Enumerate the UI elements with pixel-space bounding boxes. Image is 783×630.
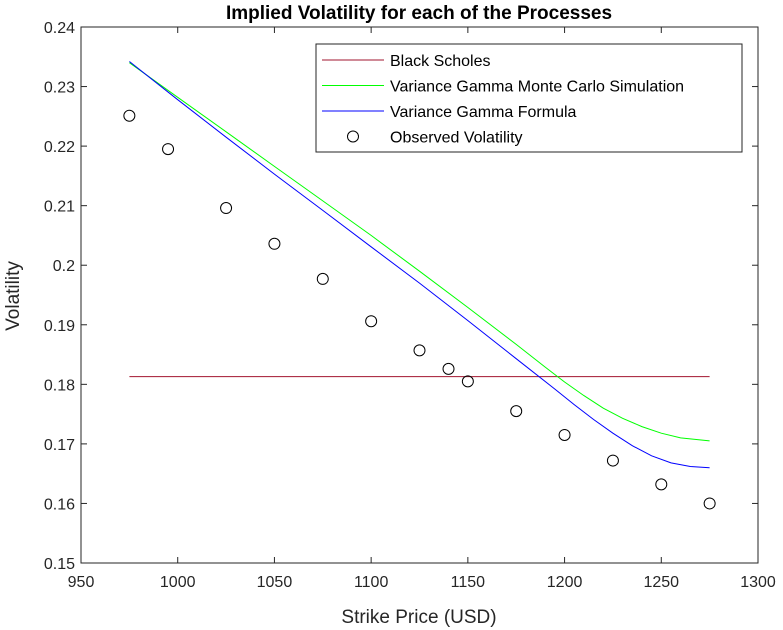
- data-point-observed-volatility: [123, 109, 136, 122]
- legend-label-variance-gamma-monte-carlo-simulation: Variance Gamma Monte Carlo Simulation: [390, 79, 684, 96]
- y-tick-label: 0.17: [44, 437, 75, 454]
- data-point-observed-volatility: [703, 497, 716, 510]
- data-point-observed-volatility: [365, 315, 378, 328]
- y-tick-label: 0.16: [44, 496, 75, 513]
- data-point-observed-volatility: [316, 272, 329, 285]
- data-point-observed-volatility: [268, 237, 281, 250]
- legend-label-observed-volatility: Observed Volatility: [390, 130, 523, 147]
- plot-area: 950 1000 1050 1100 1150 1200 1250 1300 0.15 0.16 0…: [44, 20, 776, 591]
- y-tick-label: 0.22: [44, 139, 75, 156]
- legend-swatch-observed-volatility: [347, 130, 359, 143]
- data-point-observed-volatility: [162, 143, 175, 156]
- x-tick-label: 1250: [643, 574, 679, 591]
- x-tick-label: 1000: [160, 574, 196, 591]
- x-tick-label: 1100: [354, 574, 389, 591]
- data-point-observed-volatility: [442, 362, 455, 375]
- chart-title: Implied Volatility for each of the Proce…: [226, 3, 612, 24]
- x-tick-label: 1050: [257, 574, 293, 591]
- y-tick-label: 0.19: [44, 318, 75, 335]
- y-tick-label: 0.24: [44, 20, 75, 37]
- series-line-variance-gamma-formula: [129, 61, 710, 469]
- data-point-observed-volatility: [413, 344, 426, 357]
- y-tick-label: 0.2: [53, 258, 75, 275]
- series-line-variance-gamma-monte-carlo-simulation: [129, 62, 710, 442]
- data-point-observed-volatility: [655, 478, 668, 491]
- y-tick-label: 0.15: [44, 556, 75, 573]
- data-point-observed-volatility: [510, 405, 523, 418]
- legend: Black Scholes Variance Gamma Monte Carlo …: [315, 43, 743, 153]
- data-point-observed-volatility: [606, 454, 619, 467]
- legend-label-black-scholes: Black Scholes: [390, 53, 491, 70]
- legend-box: [315, 43, 743, 153]
- y-tick-label: 0.23: [44, 80, 75, 97]
- axes-box: [80, 26, 759, 564]
- x-tick-label: 1300: [740, 574, 776, 591]
- x-tick-label: 1200: [547, 574, 583, 591]
- data-point-observed-volatility: [220, 202, 233, 215]
- y-tick-label: 0.21: [44, 199, 75, 216]
- y-tick-label: 0.18: [44, 377, 75, 394]
- legend-label-variance-gamma-formula: Variance Gamma Formula: [390, 104, 577, 121]
- y-axis-label: Volatility: [3, 261, 24, 331]
- x-axis-label: Strike Price (USD): [341, 607, 496, 628]
- data-point-observed-volatility: [461, 375, 474, 388]
- x-tick-label: 1150: [451, 574, 486, 591]
- x-tick-label: 950: [68, 574, 95, 591]
- data-point-observed-volatility: [558, 428, 571, 441]
